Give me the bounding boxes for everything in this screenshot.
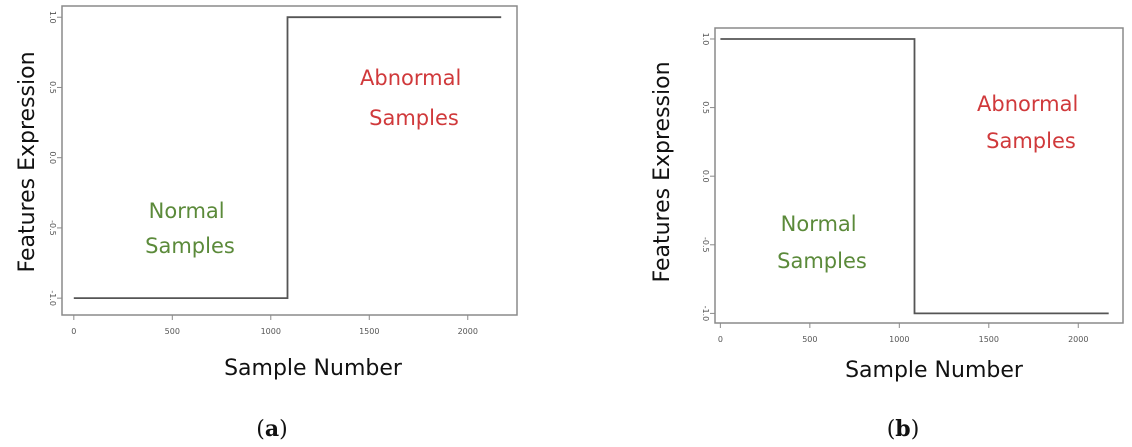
chart-a-series-line [73, 16, 502, 300]
chart-b-y-tick-label: 1.0 [701, 33, 710, 46]
chart-b-x-tick-label: 2000 [1068, 335, 1088, 344]
chart-b-normal-label: Normal Samples [777, 212, 867, 273]
chart-b-abnormal-label: Abnormal Samples [977, 92, 1085, 153]
chart-a-caption: (a) [256, 416, 287, 442]
chart-a-x-tick-label: 2000 [458, 327, 478, 336]
chart-a-y-tick-label: 0.0 [48, 151, 57, 164]
chart-b-y-tick-label: 0.5 [701, 101, 710, 114]
chart-b-series-line [720, 38, 1109, 315]
chart-b: -1.0 -0.5 0.0 0.5 1.0 0 500 1000 1500 2000 Norma… [650, 27, 1124, 442]
chart-a-y-ticks: -1.0 -0.5 0.0 0.5 1.0 [48, 11, 62, 306]
chart-b-y-tick-label: 0.0 [701, 170, 710, 183]
chart-a-y-tick-label: 0.5 [48, 81, 57, 94]
chart-a-y-tick-label: 1.0 [48, 11, 57, 24]
chart-b-x-tick-label: 500 [802, 335, 817, 344]
chart-a-x-tick-label: 500 [165, 327, 180, 336]
chart-a: -1.0 -0.5 0.0 0.5 1.0 0 500 1000 1500 2000 Norma… [15, 5, 518, 442]
chart-a-x-axis-title: Sample Number [224, 356, 403, 381]
chart-a-x-ticks: 0 500 1000 1500 2000 [71, 315, 478, 336]
chart-a-y-axis-title: Features Expression [15, 51, 40, 272]
chart-b-y-tick-label: -1.0 [701, 306, 710, 322]
chart-a-frame [61, 5, 518, 316]
chart-b-x-tick-label: 0 [718, 335, 723, 344]
chart-b-x-ticks: 0 500 1000 1500 2000 [718, 323, 1088, 344]
chart-a-abnormal-label: Abnormal Samples [360, 66, 468, 130]
chart-b-x-tick-label: 1500 [979, 335, 999, 344]
chart-a-y-tick-label: -0.5 [48, 220, 57, 236]
chart-b-caption: (b) [887, 416, 920, 442]
chart-b-y-ticks: -1.0 -0.5 0.0 0.5 1.0 [701, 33, 715, 322]
chart-b-y-tick-label: -0.5 [701, 237, 710, 253]
chart-a-x-tick-label: 1000 [261, 327, 281, 336]
chart-b-frame [714, 27, 1124, 324]
chart-a-normal-label: Normal Samples [145, 199, 235, 258]
chart-b-x-axis-title: Sample Number [845, 358, 1024, 383]
chart-a-y-tick-label: -1.0 [48, 290, 57, 306]
chart-b-y-axis-title: Features Expression [650, 61, 675, 282]
chart-b-x-tick-label: 1000 [889, 335, 909, 344]
chart-a-x-tick-label: 1500 [359, 327, 379, 336]
chart-a-x-tick-label: 0 [71, 327, 76, 336]
